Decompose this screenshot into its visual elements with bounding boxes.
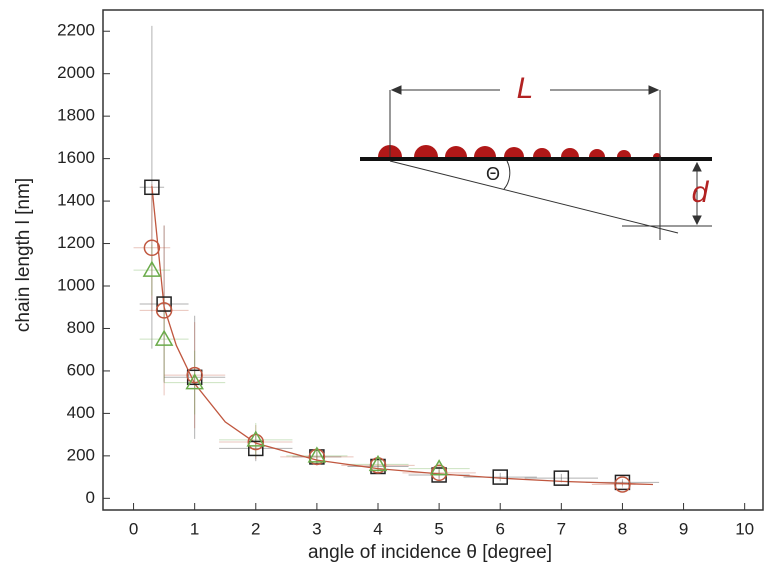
circle-marker — [155, 302, 173, 319]
plot-frame — [102, 9, 764, 511]
triangle-marker — [142, 260, 162, 277]
x-tick-label: 2 — [251, 519, 260, 538]
annotation: Θ — [486, 164, 500, 184]
square-marker — [553, 470, 570, 486]
triangle-marker — [429, 459, 449, 476]
x-tick-label: 7 — [557, 519, 566, 538]
square-marker — [156, 296, 172, 312]
y-tick-label: 200 — [67, 445, 95, 464]
angle-arc — [503, 160, 511, 190]
triangle-marker — [307, 446, 327, 463]
y-tick-label: 400 — [67, 403, 95, 422]
circle-marker — [614, 476, 631, 493]
y-tick-label: 600 — [67, 360, 95, 379]
arrow-heads — [390, 85, 660, 95]
slant-line — [389, 160, 679, 234]
square-marker — [248, 440, 264, 457]
triangle-marker — [154, 329, 174, 346]
y-tick-label: 800 — [67, 318, 95, 337]
arrow-heads — [692, 161, 702, 226]
square-marker — [492, 469, 508, 485]
x-tick-label: 0 — [129, 519, 138, 538]
x-tick-label: 4 — [373, 519, 382, 538]
y-tick-label: 2200 — [57, 21, 95, 40]
circle-marker — [308, 448, 326, 466]
circle-marker — [186, 366, 203, 384]
square-marker — [144, 179, 160, 196]
x-axis-title: angle of incidence θ [degree] — [308, 542, 552, 563]
annotation: L — [517, 72, 534, 105]
x-tick-label: 1 — [190, 519, 199, 538]
triangle-marker — [368, 454, 388, 472]
y-tick-label: 1800 — [57, 106, 95, 125]
x-tick-label: 9 — [679, 519, 688, 538]
y-axis-title: chain length l [nm] — [13, 178, 34, 332]
x-tick-label: 5 — [434, 519, 443, 538]
circle-marker — [247, 433, 265, 451]
circle-marker — [143, 239, 161, 257]
circle-marker — [369, 457, 387, 474]
y-tick-label: 2000 — [57, 63, 95, 82]
y-tick-label: 1200 — [57, 233, 95, 252]
beads — [378, 145, 661, 157]
inset-diagram — [360, 85, 712, 240]
x-tick-label: 10 — [735, 519, 754, 538]
y-tick-label: 1600 — [57, 148, 95, 167]
x-tick-label: 3 — [312, 519, 321, 538]
y-tick-label: 1400 — [57, 191, 95, 210]
triangle-marker — [185, 373, 204, 390]
x-tick-label: 8 — [618, 519, 627, 538]
annotation: d — [692, 176, 710, 209]
triangle-marker — [246, 430, 266, 447]
fit-line — [151, 186, 654, 486]
x-tick-label: 6 — [495, 519, 504, 538]
y-tick-label: 1000 — [57, 275, 95, 294]
y-tick-label: 0 — [86, 488, 95, 507]
